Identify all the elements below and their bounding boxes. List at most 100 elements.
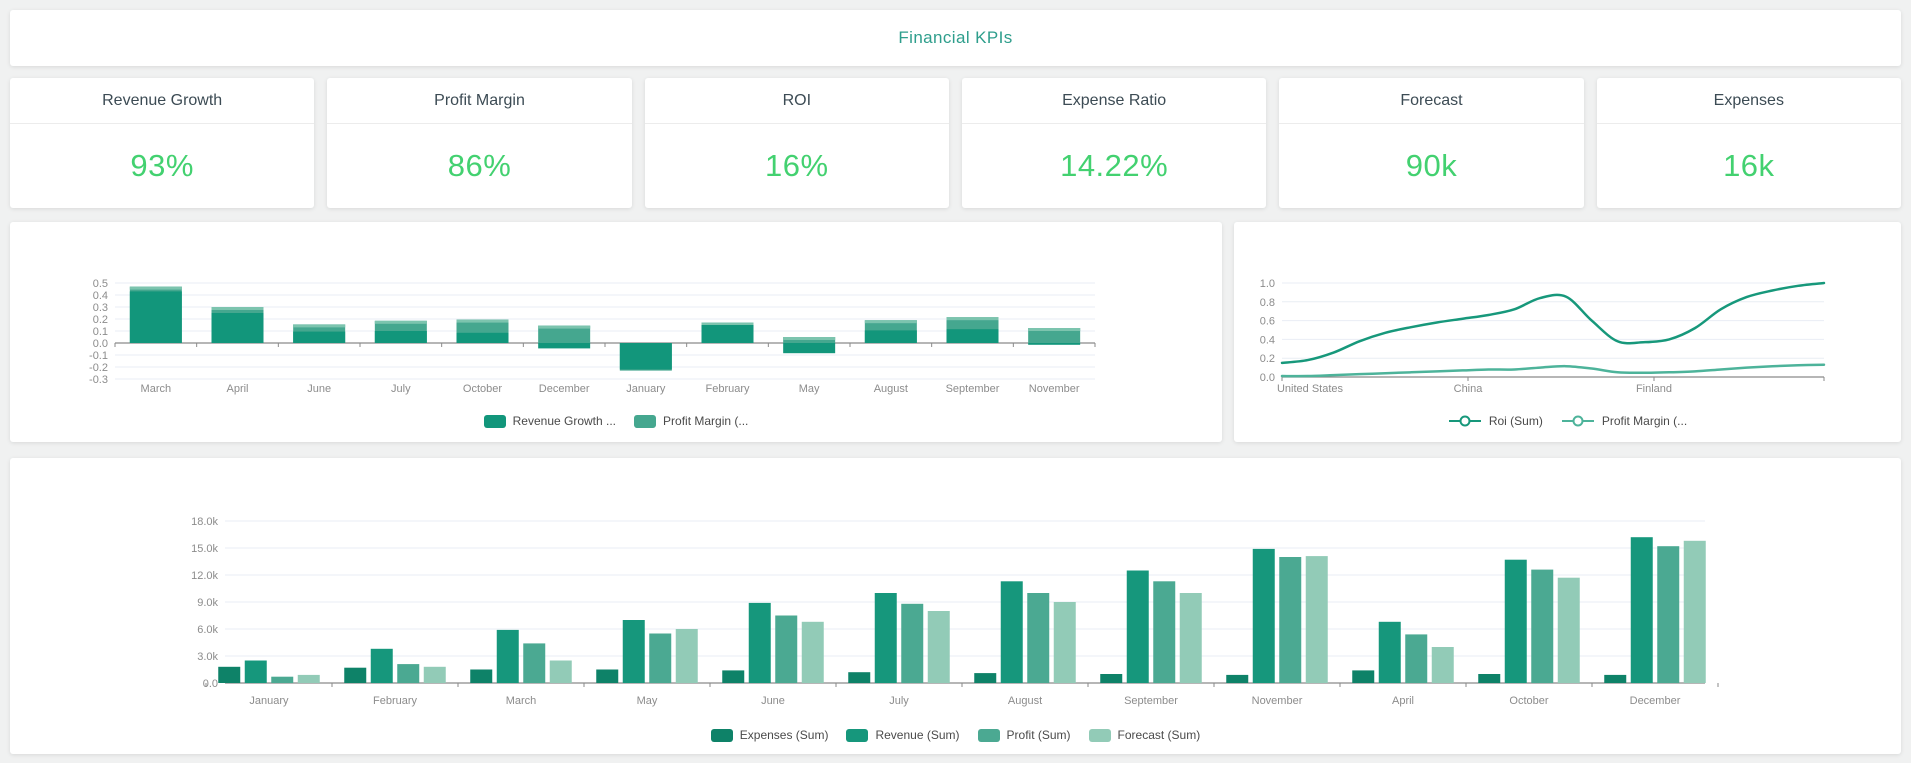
kpi-value: 86% xyxy=(447,148,512,183)
monthly-margin-chart-panel: 0.5 0.4 0.3 0.2 0.1 0.0 -0.1 -0.2 -0.3 March April… xyxy=(10,222,1222,442)
kpi-value: 14.22% xyxy=(1060,148,1169,183)
svg-text:1.0: 1.0 xyxy=(1260,278,1275,290)
legend-item-roi-sum[interactable]: Roi (Sum) xyxy=(1448,414,1543,428)
svg-text:September: September xyxy=(946,383,1000,395)
svg-text:May: May xyxy=(799,383,820,395)
svg-text:12.0k: 12.0k xyxy=(191,570,218,582)
svg-text:June: June xyxy=(761,695,785,707)
legend-label: Profit Margin (... xyxy=(663,414,749,428)
kpi-label: Revenue Growth xyxy=(10,78,315,124)
svg-text:August: August xyxy=(874,383,908,395)
kpi-card-profit-margin: Profit Margin 86% xyxy=(327,78,632,208)
svg-text:August: August xyxy=(1008,695,1042,707)
svg-text:October: October xyxy=(1509,695,1548,707)
kpi-label: Expense Ratio xyxy=(961,78,1267,124)
page-title: Financial KPIs xyxy=(898,28,1013,47)
legend-swatch xyxy=(634,414,657,428)
legend-label: Revenue Growth ... xyxy=(512,414,617,428)
legend-item-profit-sum[interactable]: Profit (Sum) xyxy=(977,728,1071,742)
legend-label: Forecast (Sum) xyxy=(1117,728,1201,742)
svg-text:0.6: 0.6 xyxy=(1260,316,1275,328)
svg-text:-0.1: -0.1 xyxy=(89,350,108,362)
svg-text:0.2: 0.2 xyxy=(93,314,108,326)
svg-text:April: April xyxy=(226,383,248,395)
kpi-label: Profit Margin xyxy=(327,78,632,124)
svg-text:0.8: 0.8 xyxy=(1260,297,1275,309)
svg-text:15.0k: 15.0k xyxy=(191,543,218,555)
legend-swatch xyxy=(1088,728,1111,742)
legend-item-profit-margin[interactable]: Profit Margin (... xyxy=(1561,414,1687,428)
dashboard-title-panel: Financial KPIs xyxy=(10,10,1901,66)
svg-text:January: January xyxy=(249,695,289,707)
svg-text:September: September xyxy=(1124,695,1178,707)
svg-text:0.4: 0.4 xyxy=(93,290,108,302)
kpi-label: Expenses xyxy=(1596,78,1901,124)
svg-text:November: November xyxy=(1029,383,1080,395)
svg-text:July: July xyxy=(889,695,909,707)
svg-text:0.0: 0.0 xyxy=(93,338,108,350)
legend-label: Profit Margin (... xyxy=(1601,414,1688,428)
svg-text:November: November xyxy=(1252,695,1303,707)
kpi-row: Revenue Growth 93% Profit Margin 86% ROI… xyxy=(10,78,1901,208)
kpi-value: 16k xyxy=(1723,148,1775,183)
svg-text:April: April xyxy=(1392,695,1414,707)
svg-text:0.4: 0.4 xyxy=(1260,334,1275,346)
kpi-card-revenue-growth: Revenue Growth 93% xyxy=(10,78,315,208)
svg-text:February: February xyxy=(373,695,418,707)
monthly-margin-bar-chart[interactable]: 0.50.40.30.20.10.0-0.1-0.2-0.3 March April… xyxy=(10,222,1222,442)
kpi-value: 93% xyxy=(130,148,194,183)
monthly-financials-chart-legend: Expenses (Sum) Revenue (Sum) Profit (Sum) F… xyxy=(10,728,1901,742)
svg-text:-0.2: -0.2 xyxy=(89,362,108,374)
svg-text:9.0k: 9.0k xyxy=(197,597,218,609)
legend-item-forecast-sum[interactable]: Forecast (Sum) xyxy=(1088,728,1201,742)
kpi-value: 16% xyxy=(765,148,829,183)
legend-item-expenses-sum[interactable]: Expenses (Sum) xyxy=(710,728,829,742)
legend-swatch xyxy=(1561,415,1594,427)
legend-label: Expenses (Sum) xyxy=(739,728,829,742)
legend-item-profit-margin[interactable]: Profit Margin (... xyxy=(634,414,748,428)
kpi-card-expenses: Expenses 16k xyxy=(1596,78,1901,208)
svg-text:3.0k: 3.0k xyxy=(197,651,218,663)
legend-label: Roi (Sum) xyxy=(1488,414,1543,428)
kpi-card-expense-ratio: Expense Ratio 14.22% xyxy=(961,78,1267,208)
legend-label: Profit (Sum) xyxy=(1006,728,1071,742)
svg-text:October: October xyxy=(463,383,502,395)
svg-text:July: July xyxy=(391,383,411,395)
kpi-label: Forecast xyxy=(1279,78,1584,124)
legend-swatch xyxy=(1448,415,1481,427)
svg-text:0.2: 0.2 xyxy=(1260,353,1275,365)
svg-text:January: January xyxy=(626,383,666,395)
country-roi-chart-legend: Roi (Sum) Profit Margin (... xyxy=(1234,414,1901,428)
legend-label: Revenue (Sum) xyxy=(875,728,960,742)
svg-text:December: December xyxy=(539,383,590,395)
legend-item-revenue-growth[interactable]: Revenue Growth ... xyxy=(483,414,617,428)
svg-text:May: May xyxy=(637,695,658,707)
svg-text:0.5: 0.5 xyxy=(93,278,108,290)
svg-text:February: February xyxy=(705,383,750,395)
svg-text:0.1: 0.1 xyxy=(93,326,108,338)
svg-text:0.0: 0.0 xyxy=(1260,372,1275,384)
legend-swatch xyxy=(483,414,506,428)
monthly-financials-chart-panel: 18.0k 15.0k 12.0k 9.0k 6.0k 3.0k 0.0 January Feb… xyxy=(10,458,1901,754)
svg-text:December: December xyxy=(1630,695,1681,707)
svg-text:0.0: 0.0 xyxy=(203,678,218,690)
svg-text:March: March xyxy=(506,695,537,707)
monthly-financials-bar-chart[interactable]: 18.0k 15.0k 12.0k 9.0k 6.0k 3.0k 0.0 January Feb… xyxy=(10,458,1901,754)
legend-swatch xyxy=(710,728,733,742)
svg-text:China: China xyxy=(1454,383,1484,395)
svg-text:18.0k: 18.0k xyxy=(191,516,218,528)
legend-swatch xyxy=(846,728,869,742)
svg-text:March: March xyxy=(141,383,172,395)
monthly-margin-chart-legend: Revenue Growth ... Profit Margin (... xyxy=(10,414,1222,428)
svg-text:Finland: Finland xyxy=(1636,383,1672,395)
kpi-card-forecast: Forecast 90k xyxy=(1279,78,1584,208)
kpi-label: ROI xyxy=(644,78,949,124)
legend-item-revenue-sum[interactable]: Revenue (Sum) xyxy=(846,728,960,742)
kpi-value: 90k xyxy=(1405,148,1458,183)
legend-swatch xyxy=(977,728,1000,742)
svg-text:United States: United States xyxy=(1277,383,1344,395)
svg-text:-0.3: -0.3 xyxy=(89,374,108,386)
svg-text:0.3: 0.3 xyxy=(93,302,108,314)
